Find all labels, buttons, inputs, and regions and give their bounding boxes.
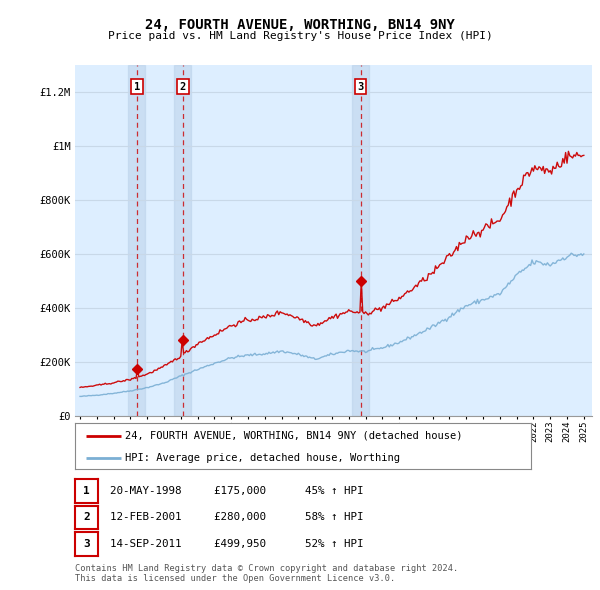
Text: 24, FOURTH AVENUE, WORTHING, BN14 9NY (detached house): 24, FOURTH AVENUE, WORTHING, BN14 9NY (d… (125, 431, 463, 441)
Text: 2: 2 (179, 81, 186, 91)
Text: 14-SEP-2011     £499,950      52% ↑ HPI: 14-SEP-2011 £499,950 52% ↑ HPI (110, 539, 364, 549)
Text: 3: 3 (358, 81, 364, 91)
Text: Price paid vs. HM Land Registry's House Price Index (HPI): Price paid vs. HM Land Registry's House … (107, 31, 493, 41)
Text: 3: 3 (83, 539, 90, 549)
Text: 2: 2 (83, 513, 90, 522)
Text: HPI: Average price, detached house, Worthing: HPI: Average price, detached house, Wort… (125, 453, 400, 463)
Bar (128, 65, 145, 416)
Bar (352, 65, 369, 416)
Text: 12-FEB-2001     £280,000      58% ↑ HPI: 12-FEB-2001 £280,000 58% ↑ HPI (110, 513, 364, 522)
Text: 1: 1 (83, 486, 90, 496)
Bar (175, 65, 191, 416)
Text: 20-MAY-1998     £175,000      45% ↑ HPI: 20-MAY-1998 £175,000 45% ↑ HPI (110, 486, 364, 496)
Text: 1: 1 (134, 81, 140, 91)
Text: 24, FOURTH AVENUE, WORTHING, BN14 9NY: 24, FOURTH AVENUE, WORTHING, BN14 9NY (145, 18, 455, 32)
Text: Contains HM Land Registry data © Crown copyright and database right 2024.
This d: Contains HM Land Registry data © Crown c… (75, 563, 458, 583)
